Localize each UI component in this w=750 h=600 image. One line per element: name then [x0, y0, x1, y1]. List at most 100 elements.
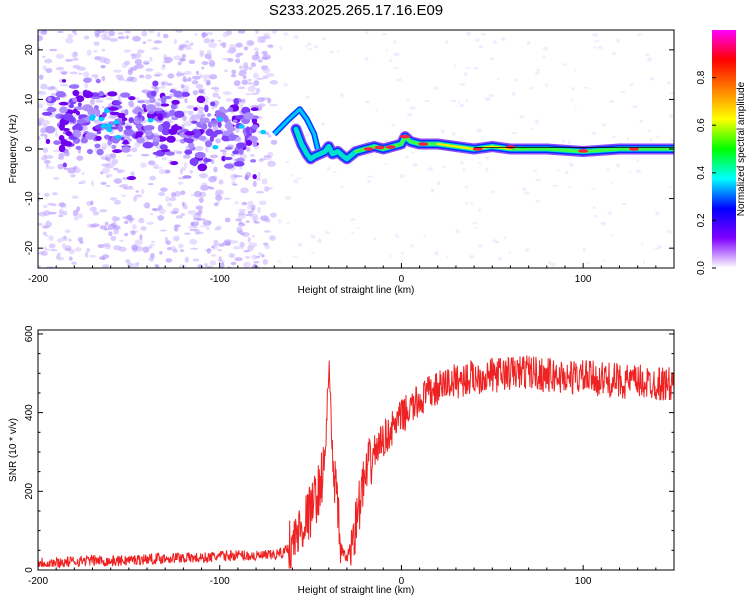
spectrogram-cluster-mark: [243, 112, 254, 120]
spectrogram-noise-mark: [257, 116, 263, 120]
spectrogram-peak-mark: [374, 145, 385, 150]
spectrogram-noise-mark: [189, 170, 193, 174]
spectrogram-noise-mark: [44, 58, 53, 64]
spectrogram-noise-mark: [264, 244, 270, 250]
spectrogram-noise-mark: [58, 209, 64, 216]
spectrogram-noise-mark: [549, 262, 556, 267]
spectrogram-noise-mark: [466, 31, 471, 36]
spectrogram-noise-mark: [38, 192, 41, 196]
spectrogram-noise-mark: [55, 131, 59, 137]
spectrogram-noise-mark: [38, 135, 41, 141]
spectrogram-noise-mark: [489, 57, 495, 61]
spectrogram-peak-mark: [363, 147, 374, 151]
spectrogram-cluster-mark: [210, 131, 218, 138]
spectrogram-noise-mark: [38, 223, 43, 226]
spectrogram-noise-mark: [364, 31, 369, 34]
spectrogram-noise-mark: [222, 91, 232, 95]
spectrogram-noise-mark: [535, 71, 540, 75]
spectrogram-noise-mark: [542, 46, 549, 51]
spectrogram-noise-mark: [197, 264, 204, 268]
spectrogram-noise-mark: [142, 204, 150, 207]
spectrogram-noise-mark: [267, 44, 274, 49]
spectrogram-noise-mark: [503, 236, 507, 240]
spectrogram-cluster-mark: [221, 155, 226, 162]
colorbar: 0.0 0.2 0.4 0.6 0.8 Normalized spectral ampl…: [696, 30, 747, 275]
spectrogram-noise-mark: [493, 40, 497, 44]
spectrogram-noise-mark: [42, 65, 47, 71]
spectrogram-noise-mark: [49, 248, 58, 252]
spectrogram-cluster-mark: [250, 107, 259, 112]
spectrogram-cluster-mark: [72, 89, 80, 97]
spectrogram-noise-mark: [340, 93, 344, 98]
spectrogram-noise-mark: [105, 156, 109, 161]
spectrogram-cluster-mark: [120, 136, 125, 141]
spectrogram-noise-mark: [163, 56, 173, 63]
spectrogram-cluster-mark: [184, 131, 195, 136]
spectrogram-noise-mark: [183, 121, 193, 127]
spectrogram-noise-mark: [384, 163, 387, 166]
spectrogram-cluster-mark: [93, 105, 99, 110]
spectrogram-noise-mark: [130, 147, 138, 153]
spectrogram-noise-mark: [208, 176, 217, 183]
spectrogram-cluster-mark: [100, 123, 107, 129]
spectrogram-noise-mark: [490, 190, 496, 194]
spectrogram-noise-mark: [496, 77, 501, 80]
spectrogram-cluster-mark: [109, 111, 120, 116]
spectrogram-noise-mark: [71, 195, 79, 199]
spectrogram-noise-mark: [198, 197, 204, 203]
snr-xtick-label: -200: [28, 576, 48, 587]
spectrogram-cluster-mark: [198, 135, 207, 141]
spectrogram-noise-mark: [156, 264, 160, 268]
spectrogram-noise-mark: [111, 215, 119, 222]
spectrogram-noise-mark: [235, 52, 241, 58]
spectrogram-noise-mark: [465, 201, 468, 205]
spectrogram-noise-mark: [583, 86, 590, 89]
spectrogram-noise-mark: [257, 206, 261, 214]
spectrogram-noise-mark: [327, 167, 331, 171]
spectrogram-noise-mark: [56, 254, 61, 260]
spectrogram-noise-mark: [245, 93, 252, 96]
spectrogram-noise-mark: [233, 80, 241, 87]
spectrogram-noise-mark: [64, 245, 72, 250]
spectrogram-noise-mark: [642, 260, 646, 265]
snr-frame: [37, 329, 675, 571]
spectrogram-noise-mark: [524, 191, 530, 195]
spectrogram-noise-mark: [95, 99, 104, 103]
spectrogram-noise-mark: [188, 43, 194, 47]
spectrogram-noise-mark: [250, 92, 259, 95]
spectrogram-peak-mark: [385, 145, 396, 149]
spectrogram-cluster-mark: [135, 108, 145, 113]
spectrogram-noise-mark: [524, 248, 530, 252]
spectrogram-noise-mark: [637, 33, 642, 37]
spectrogram-noise-mark: [91, 74, 99, 78]
spectrogram-noise-mark: [152, 163, 159, 169]
spectrogram-noise-mark: [64, 229, 71, 233]
spectrogram-cluster-mark: [169, 89, 177, 93]
spectrogram-noise-mark: [212, 92, 219, 98]
spectrogram-noise-mark: [364, 56, 369, 61]
spectrogram-noise-mark: [69, 71, 78, 75]
spectrogram-noise-mark: [199, 49, 205, 57]
spectrogram-noise-mark: [240, 244, 244, 250]
spectrogram-noise-mark: [626, 137, 630, 141]
spectrogram-noise-mark: [200, 184, 210, 191]
spectrogram-noise-mark: [262, 258, 268, 265]
colorbar-tick-label: 0.2: [696, 213, 707, 227]
snr-xtick-label: -100: [210, 576, 230, 587]
spectrogram-noise-mark: [600, 221, 607, 226]
spectrogram-noise-mark: [550, 156, 554, 159]
spectrogram-noise-mark: [44, 248, 50, 251]
spectrogram-noise-mark: [127, 69, 133, 76]
spectrogram-cluster-mark: [163, 95, 172, 99]
spectrogram-noise-mark: [77, 213, 83, 219]
spectrogram-noise-mark: [109, 153, 117, 159]
spectrogram-noise-mark: [157, 31, 161, 38]
spectrogram-noise-mark: [93, 41, 100, 46]
spectrogram-noise-mark: [38, 35, 43, 42]
spectrogram-noise-mark: [90, 98, 95, 106]
spectrogram-noise-mark: [74, 247, 82, 252]
spectrogram-noise-mark: [190, 247, 199, 250]
spectrogram-noise-mark: [669, 92, 674, 95]
spectrogram-cluster-mark: [144, 129, 153, 137]
spectrogram-noise-mark: [191, 75, 201, 80]
